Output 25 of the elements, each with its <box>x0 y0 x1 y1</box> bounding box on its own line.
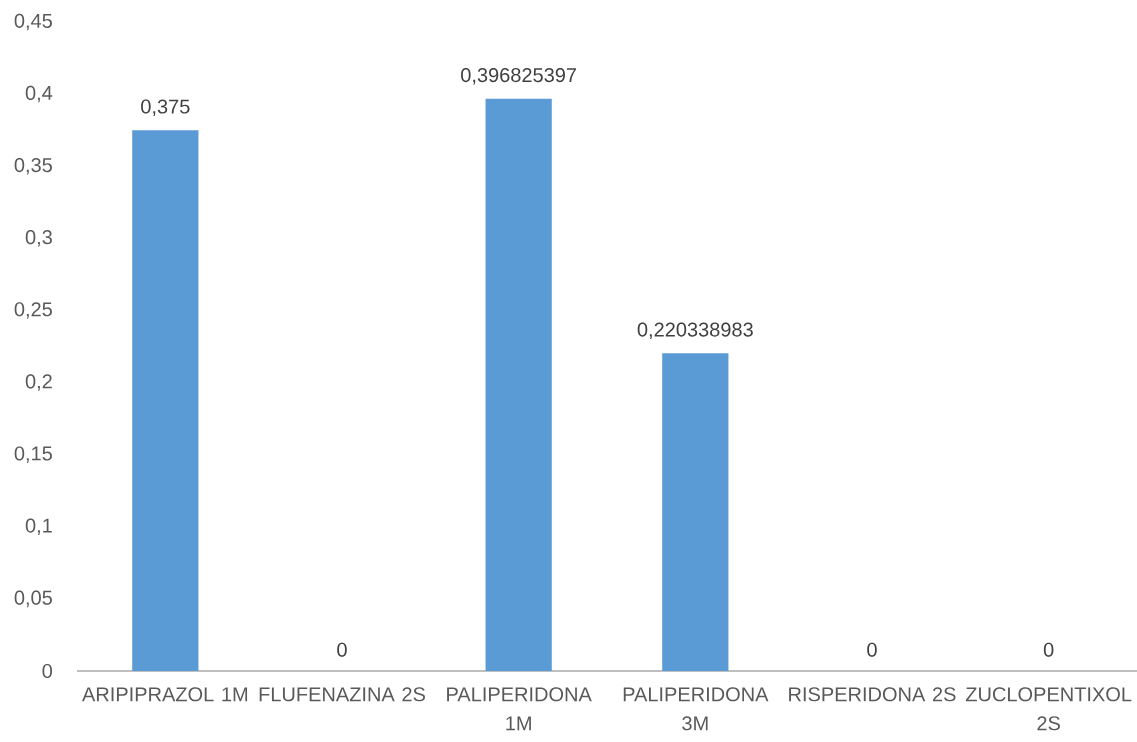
x-tick-label: PALIPERIDONA 3M <box>623 687 769 731</box>
data-label: 0 <box>1043 642 1054 657</box>
data-label: 0 <box>337 642 347 657</box>
y-tick-label: 0,2 <box>25 374 52 391</box>
x-tick-label: RISPERIDONA 2S <box>789 687 956 702</box>
y-tick-label: 0,25 <box>14 302 52 319</box>
bar <box>132 130 199 671</box>
bar <box>662 353 729 671</box>
x-tick-label: ZUCLOPENTIXOL 2S <box>965 687 1132 731</box>
y-tick-label: 0,15 <box>14 446 52 463</box>
data-label: 0,375 <box>141 99 190 116</box>
y-tick-label: 0,05 <box>14 590 52 608</box>
y-tick-label: 0,35 <box>14 157 52 175</box>
data-label: 0,220338983 <box>637 322 753 340</box>
x-tick-label: ARIPIPRAZOL 1M <box>82 687 248 702</box>
y-tick-label: 0,3 <box>25 230 52 247</box>
data-label: 0,396825397 <box>461 67 577 85</box>
y-tick-label: 0,4 <box>25 85 53 103</box>
y-tick-label: 0,45 <box>14 13 52 31</box>
data-label: 0 <box>867 642 877 657</box>
bar <box>485 98 552 671</box>
x-tick-label: FLUFENAZINA 2S <box>259 687 425 702</box>
x-tick-label: PALIPERIDONA 1M <box>447 687 592 731</box>
y-tick-label: 0 <box>42 663 53 679</box>
y-tick-label: 0,1 <box>25 518 52 536</box>
